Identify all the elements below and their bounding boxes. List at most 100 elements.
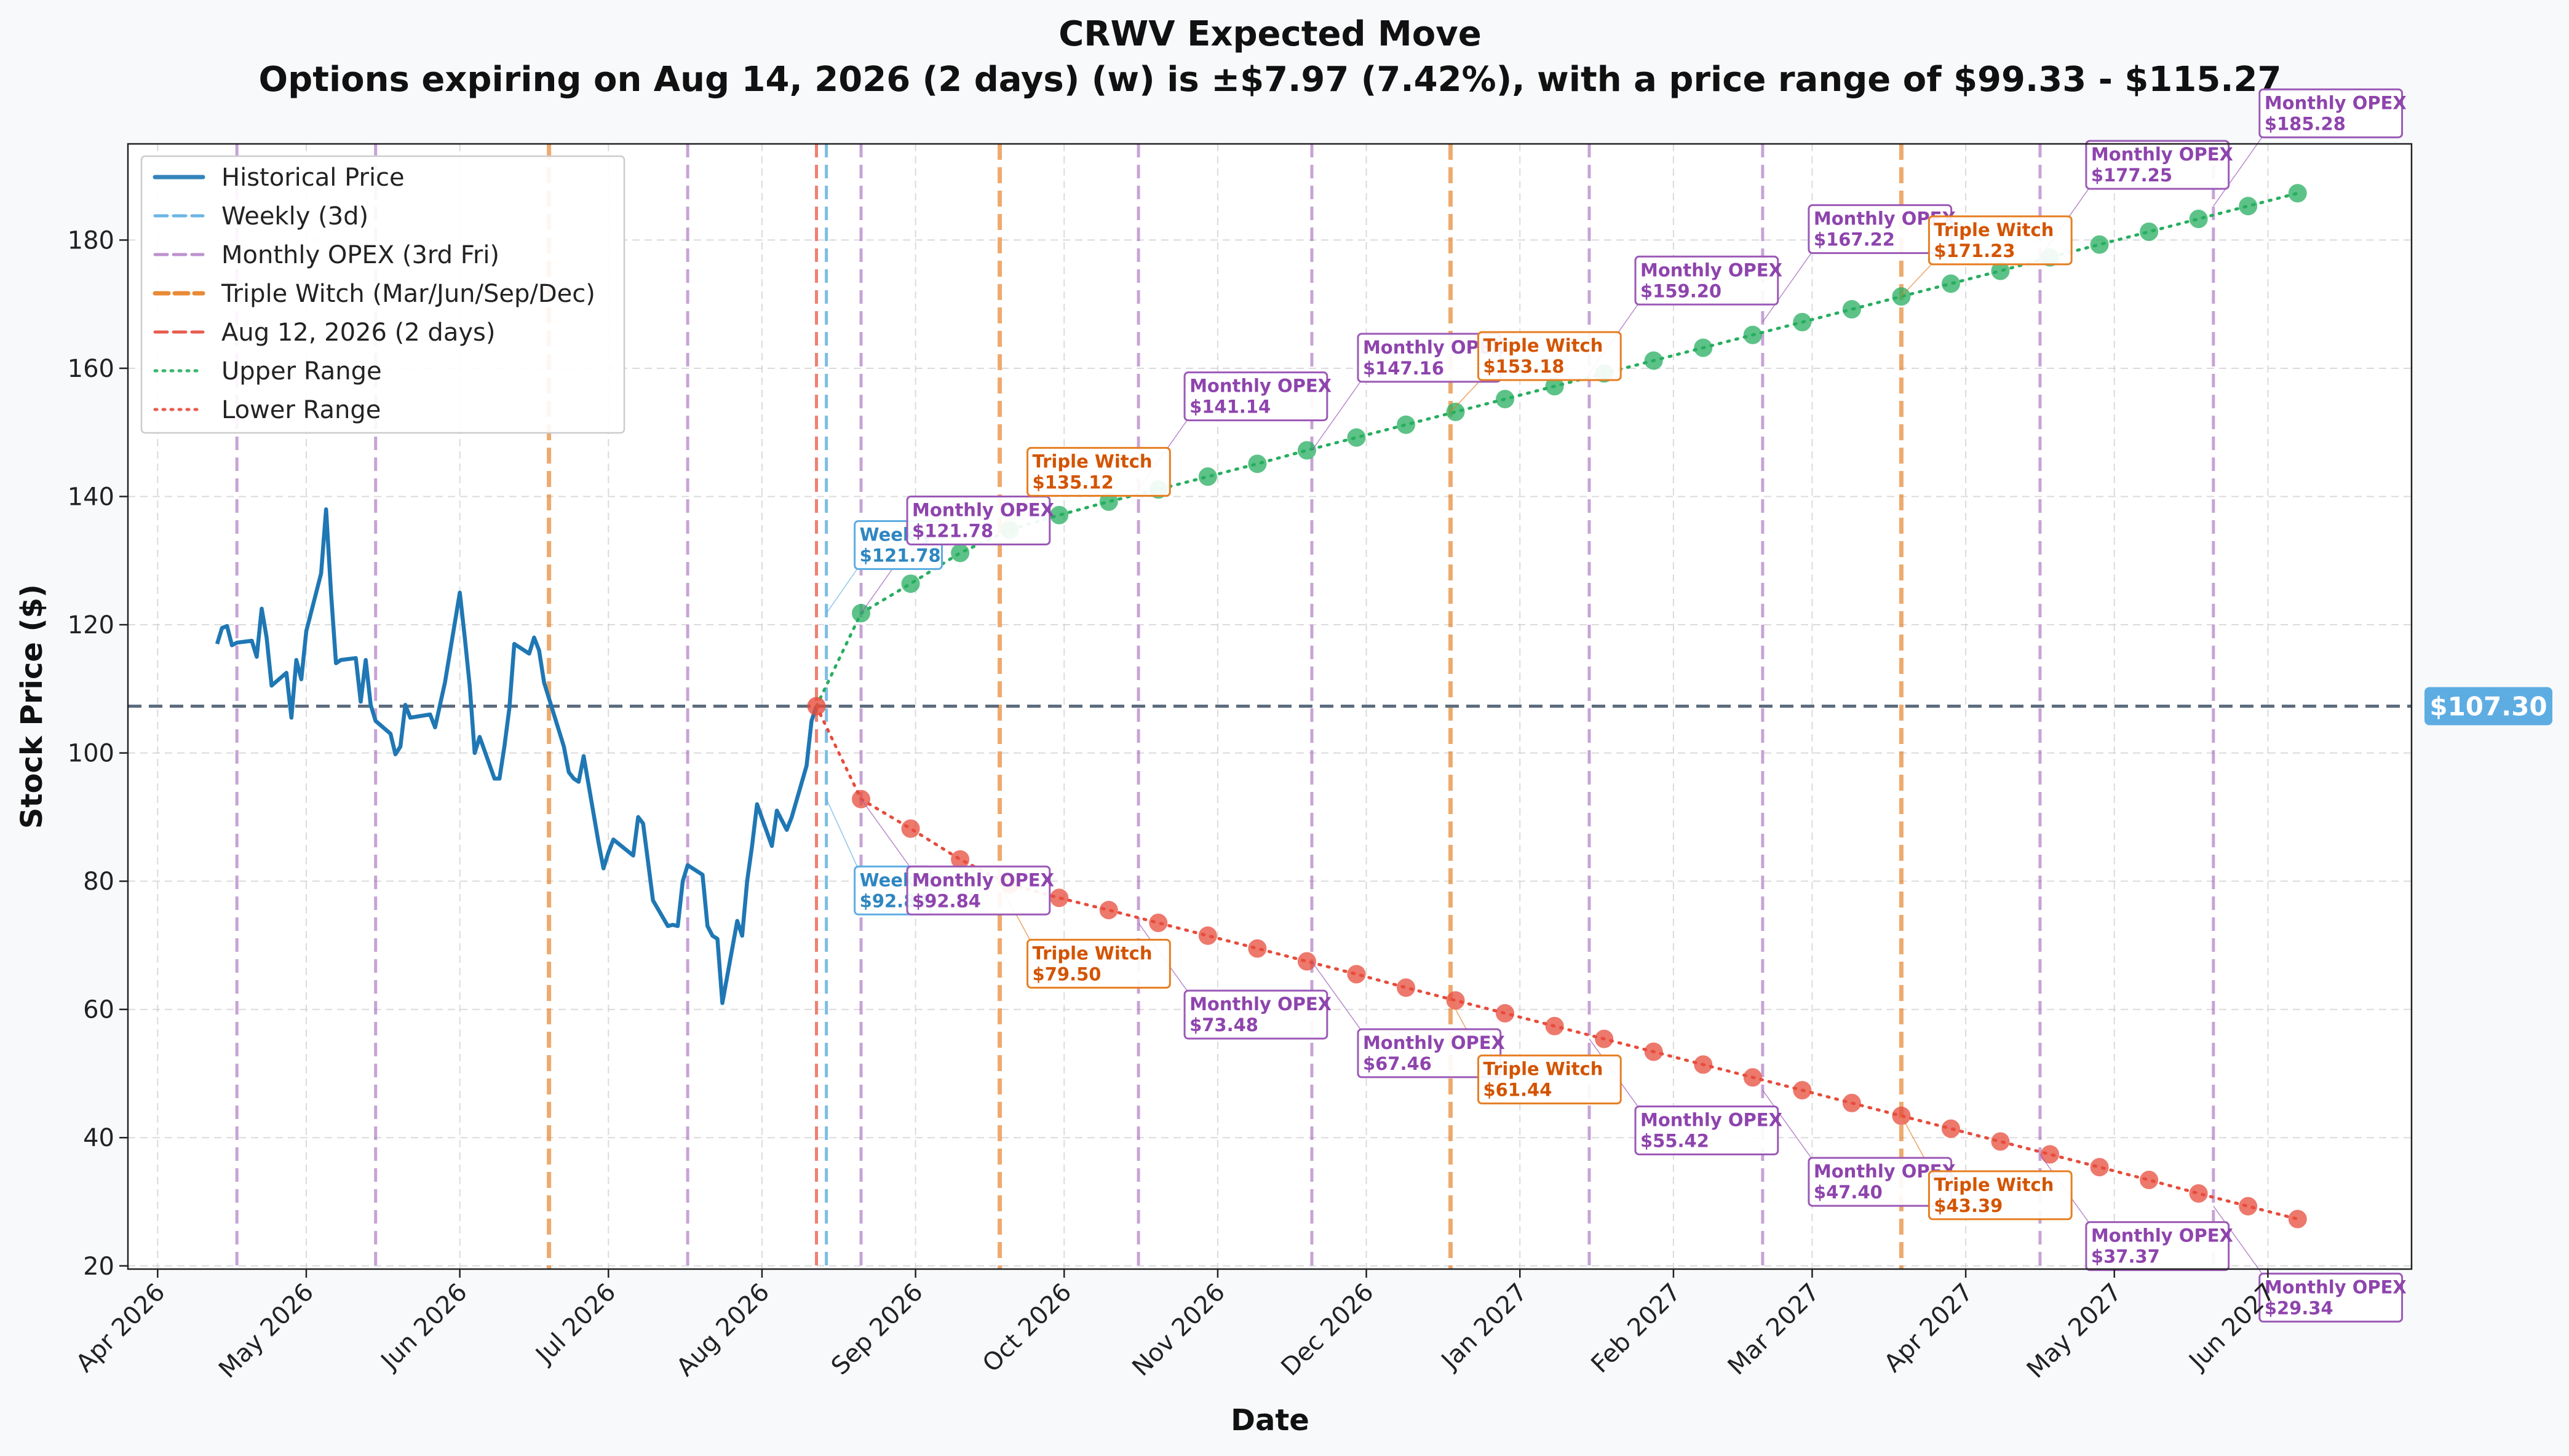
monthly-annotation-box [2258, 88, 2404, 138]
current-price-point [807, 697, 826, 716]
monthly-annotation-leader [1311, 381, 1361, 451]
weekly-annotation-leader [826, 569, 858, 614]
lower-range-point [2239, 1197, 2258, 1216]
lower-range-point [2041, 1145, 2060, 1164]
monthly-annotation-box [1634, 255, 1779, 306]
legend-label-monthly: Monthly OPEX (3rd Fri) [221, 241, 499, 269]
lower-range-point [1149, 913, 1168, 932]
monthly-annotation-title: Monthly OPEX [912, 869, 1054, 890]
monthly-annotation-box [1357, 1028, 1502, 1078]
lower-range-point [1545, 1016, 1564, 1035]
monthly-annotation-leader [2213, 136, 2263, 207]
triple-annotation-value: $135.12 [1033, 472, 1114, 493]
monthly-annotation-title: Monthly OPEX [1189, 376, 1332, 397]
y-tick-label: 140 [68, 483, 114, 512]
legend-box [140, 155, 625, 434]
monthly-annotation-title: Monthly OPEX [1363, 1032, 1505, 1053]
legend-label-weekly: Weekly (3d) [221, 202, 368, 231]
upper-range-point [1297, 441, 1316, 460]
lower-range-point [1496, 1003, 1515, 1023]
monthly-annotation-title: Monthly OPEX [2265, 1276, 2407, 1297]
y-tick-label: 120 [68, 611, 114, 639]
lower-range-point [1842, 1093, 1861, 1112]
triple-annotation-title: Triple Witch [1483, 335, 1603, 356]
upper-range-point [1941, 274, 1960, 293]
upper-range-point [1842, 300, 1861, 319]
monthly-annotation-title: Monthly OPEX [2091, 144, 2233, 165]
upper-range-point [1396, 415, 1415, 434]
triple-annotation-leader [1450, 379, 1482, 413]
lower-range-point [1644, 1042, 1663, 1061]
lower-range-point [951, 850, 970, 869]
lower-range-point [2288, 1209, 2307, 1228]
legend-label-today: Aug 12, 2026 (2 days) [221, 318, 495, 347]
monthly-annotation-value: $177.25 [2091, 165, 2172, 186]
lower-range-point [1991, 1132, 2010, 1151]
lower-range-point [1099, 901, 1118, 920]
current-price-tag-label: $107.30 [2429, 691, 2547, 721]
upper-range-point [1198, 467, 1217, 486]
triple-annotation-value: $61.44 [1483, 1080, 1552, 1101]
lower-range-point [1892, 1106, 1911, 1125]
lower-range-point [1743, 1068, 1762, 1087]
monthly-annotation-value: $55.42 [1640, 1130, 1709, 1151]
upper-range-point [1743, 325, 1762, 344]
monthly-annotation-leader [1762, 253, 1812, 323]
monthly-annotation-value: $47.40 [1814, 1182, 1883, 1203]
y-tick-label: 60 [83, 996, 114, 1024]
monthly-annotation-title: Monthly OPEX [1640, 259, 1782, 280]
y-axis-ticks: 20 40 60 80 100 120 140 160 180 [68, 226, 128, 1281]
legend-label-triple: Triple Witch (Mar/Jun/Sep/Dec) [221, 280, 595, 308]
x-axis-label: Date [1231, 1403, 1309, 1438]
triple-annotation-box [1928, 1170, 2073, 1221]
lower-range-point [1050, 888, 1069, 908]
lower-range-point [1793, 1081, 1812, 1100]
monthly-annotation-box [1634, 1105, 1779, 1155]
lower-range-point [1198, 926, 1217, 945]
legend-label-historical: Historical Price [221, 164, 405, 192]
lower-range-point [2090, 1158, 2109, 1177]
triple-annotation-box [1928, 215, 2073, 266]
upper-range-point [1446, 402, 1465, 421]
triple-annotation-title: Triple Witch [1033, 943, 1153, 963]
triple-annotation-title: Triple Witch [1483, 1059, 1603, 1080]
y-tick-label: 180 [68, 226, 114, 255]
monthly-annotation-value: $159.20 [1640, 280, 1721, 301]
triple-annotation-box [1026, 446, 1171, 497]
monthly-annotation-value: $147.16 [1363, 358, 1444, 379]
y-tick-label: 20 [83, 1252, 114, 1281]
upper-range-point [901, 574, 920, 593]
y-tick-label: 80 [83, 868, 114, 896]
legend-label-lower: Lower Range [221, 396, 381, 424]
upper-range-point [1644, 351, 1663, 370]
monthly-annotation-leader [1762, 1090, 1812, 1158]
upper-range-point [2090, 235, 2109, 254]
lower-range-point [901, 819, 920, 838]
legend: Historical Price Weekly (3d) Monthly OPEX … [140, 155, 625, 434]
monthly-annotation-value: $121.78 [912, 520, 993, 541]
chart-title: CRWV Expected Move [1058, 14, 1481, 54]
current-price-tag: $107.30 [2424, 687, 2552, 726]
triple-annotation-box [1026, 938, 1171, 989]
lower-range-point [1941, 1119, 1960, 1138]
lower-range-point [1248, 939, 1267, 958]
historical-price-line [215, 507, 819, 1005]
y-tick-label: 40 [83, 1124, 114, 1152]
upper-range-point [2189, 210, 2208, 228]
monthly-annotation-title: Monthly OPEX [2091, 1225, 2233, 1246]
lower-range-point [1595, 1029, 1614, 1048]
y-axis-label: Stock Price ($) [15, 584, 49, 829]
triple-annotation-value: $153.18 [1483, 356, 1564, 377]
lower-range-point [1396, 978, 1415, 997]
upper-range-point [2239, 197, 2258, 216]
upper-range-point [1694, 338, 1713, 357]
monthly-annotation-value: $67.46 [1363, 1053, 1432, 1074]
monthly-annotation-title: Monthly OPEX [2265, 92, 2407, 113]
monthly-annotation-title: Monthly OPEX [912, 499, 1054, 520]
chart-subtitle: Options expiring on Aug 14, 2026 (2 days… [259, 60, 2282, 100]
lower-range-point [2189, 1184, 2208, 1203]
legend-label-upper: Upper Range [221, 357, 382, 386]
monthly-annotation-box [2085, 1221, 2230, 1272]
lower-range-point [1446, 991, 1465, 1010]
